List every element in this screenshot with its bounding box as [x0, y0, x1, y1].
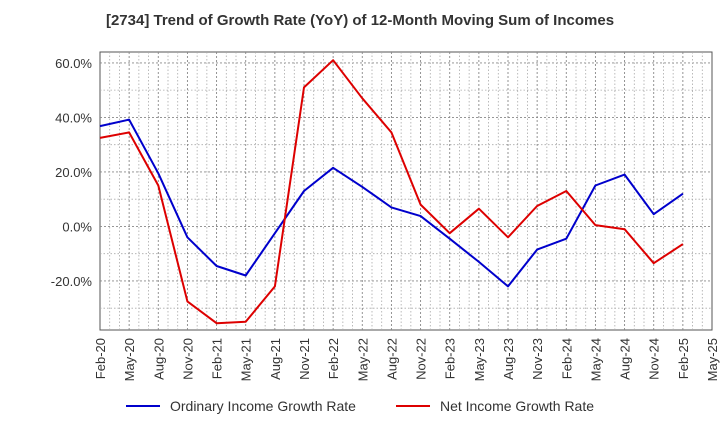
- x-tick-label: Feb-24: [559, 338, 574, 379]
- legend-swatch-net-income: [395, 405, 430, 407]
- y-tick-label: 20.0%: [55, 165, 92, 180]
- x-tick-label: Feb-20: [93, 338, 108, 379]
- x-tick-label: Nov-20: [180, 338, 195, 380]
- legend: Ordinary Income Growth Rate Net Income G…: [0, 398, 720, 414]
- y-tick-label: 40.0%: [55, 110, 92, 125]
- x-tick-label: Aug-24: [618, 338, 633, 380]
- x-tick-label: Aug-21: [268, 338, 283, 380]
- x-tick-label: Feb-21: [210, 338, 225, 379]
- x-tick-label: Aug-22: [384, 338, 399, 380]
- x-tick-label: Nov-24: [647, 338, 662, 380]
- x-tick-label: May-23: [472, 338, 487, 381]
- x-tick-label: Nov-22: [414, 338, 429, 380]
- legend-swatch-ordinary-income: [125, 405, 160, 407]
- plot-frame: [99, 51, 713, 331]
- legend-item-ordinary-income: Ordinary Income Growth Rate: [125, 398, 356, 414]
- x-tick-label: May-22: [355, 338, 370, 381]
- y-tick-label: 0.0%: [62, 219, 92, 234]
- x-tick-label: Aug-20: [151, 338, 166, 380]
- x-tick-label: Feb-22: [326, 338, 341, 379]
- series-line-ordinary-income: [99, 118, 684, 288]
- x-tick-label: May-25: [705, 338, 720, 381]
- x-tick-label: Feb-23: [443, 338, 458, 379]
- x-tick-label: Aug-23: [501, 338, 516, 380]
- x-tick-label: Nov-23: [530, 338, 545, 380]
- legend-item-net-income: Net Income Growth Rate: [395, 398, 595, 414]
- legend-label-net-income: Net Income Growth Rate: [439, 398, 595, 414]
- chart-title: [2734] Trend of Growth Rate (YoY) of 12-…: [105, 12, 615, 29]
- x-tick-label: Nov-21: [297, 338, 312, 380]
- series-line-net-income: [99, 59, 684, 325]
- x-tick-label: May-24: [588, 338, 603, 381]
- legend-label-ordinary-income: Ordinary Income Growth Rate: [169, 398, 356, 414]
- x-tick-label: Feb-25: [676, 338, 691, 379]
- x-tick-label: May-21: [239, 338, 254, 381]
- x-tick-label: May-20: [122, 338, 137, 381]
- y-tick-label: 60.0%: [55, 56, 92, 71]
- y-tick-label: -20.0%: [51, 274, 93, 289]
